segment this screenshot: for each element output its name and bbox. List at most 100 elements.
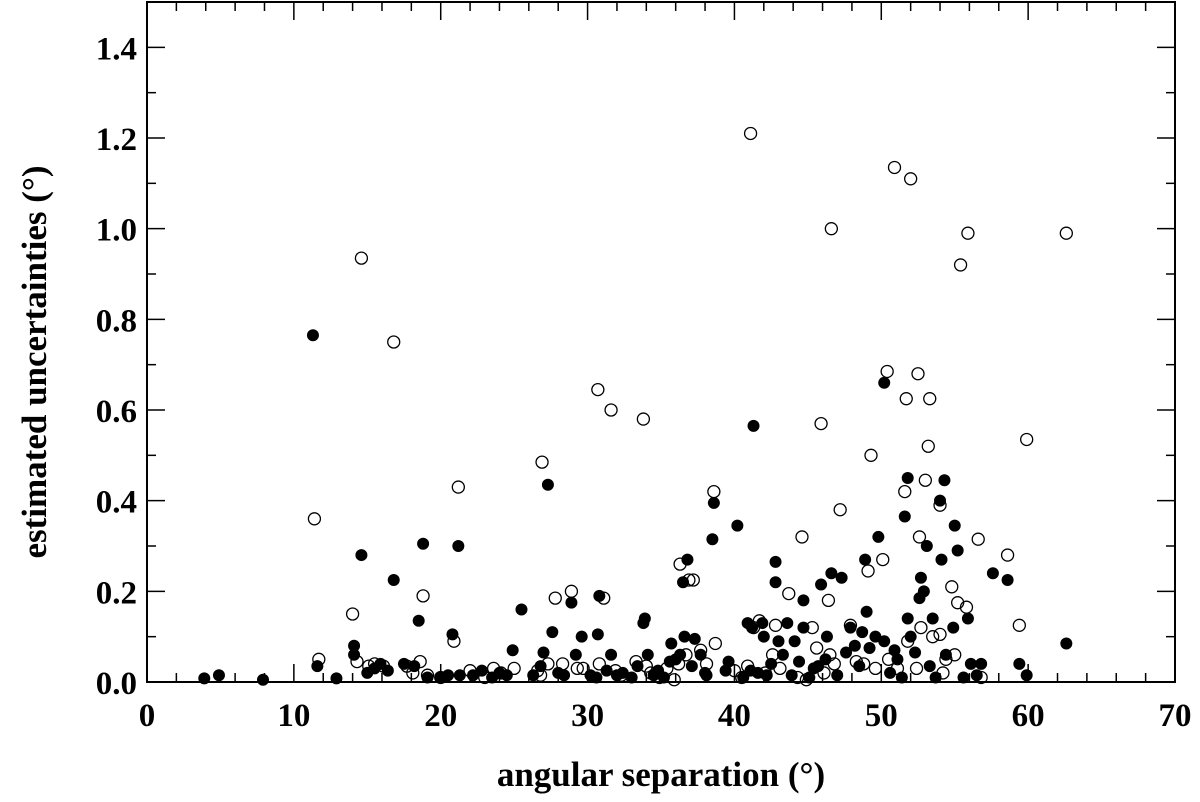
open-data-point	[814, 416, 828, 431]
plot-frame	[146, 1, 1176, 683]
filled-data-point	[453, 669, 466, 682]
filled-data-point	[760, 669, 773, 682]
y-tick-label: 0.6	[96, 394, 137, 430]
open-data-point	[535, 455, 549, 469]
filled-data-point	[772, 635, 785, 648]
filled-data-point	[534, 660, 547, 673]
filled-data-point	[765, 657, 778, 670]
open-data-point	[904, 172, 918, 186]
filled-data-point	[442, 669, 455, 682]
filled-data-point	[417, 537, 430, 550]
open-data-point	[923, 392, 937, 406]
filled-data-point	[625, 671, 638, 684]
filled-data-point	[970, 669, 983, 682]
filled-data-point	[212, 669, 225, 682]
open-data-point	[918, 473, 932, 487]
filled-data-point	[812, 660, 825, 673]
open-data-point	[451, 480, 465, 494]
open-data-point	[354, 251, 369, 265]
filled-data-point	[421, 671, 434, 684]
filled-data-point	[914, 571, 927, 584]
y-tick-label: 0.8	[96, 303, 137, 339]
open-data-point	[743, 126, 758, 141]
open-data-point	[971, 532, 985, 546]
x-tick-label: 20	[424, 698, 457, 734]
open-data-point	[880, 364, 894, 379]
filled-data-point	[769, 576, 782, 589]
filled-data-point	[917, 585, 930, 598]
open-data-point	[909, 661, 924, 676]
filled-data-point	[398, 657, 410, 670]
filled-data-point	[605, 648, 618, 661]
filled-data-point	[920, 540, 933, 552]
filled-data-point	[685, 660, 698, 673]
filled-data-point	[757, 630, 770, 643]
filled-data-point	[831, 669, 844, 682]
axis-tick-labels: 0 10 20 30 40 50 60 70 0.0 0.2 0.4 0.6 0.8 1.0 1.2 1.4	[96, 31, 1192, 734]
filled-data-point	[657, 671, 670, 684]
filled-data-point	[408, 660, 421, 673]
x-tick-label: 50	[865, 698, 898, 734]
filled-data-point	[815, 578, 828, 591]
filled-data-point	[722, 655, 735, 668]
filled-data-point	[412, 614, 425, 627]
filled-data-point	[948, 519, 961, 532]
filled-data-point	[929, 671, 942, 684]
filled-data-point	[848, 639, 861, 652]
filled-data-point	[731, 519, 744, 532]
filled-data-point	[819, 653, 832, 666]
x-axis-label: angular separation (°)	[497, 755, 825, 794]
filled-data-point	[575, 630, 588, 643]
open-data-point	[591, 382, 605, 397]
filled-data-point	[793, 655, 806, 668]
filled-data-point	[446, 628, 459, 641]
filled-data-point	[694, 648, 707, 661]
filled-data-point	[961, 612, 974, 625]
filled-data-point	[872, 530, 885, 543]
x-tick-label: 60	[1012, 698, 1045, 734]
open-data-point	[951, 596, 965, 610]
filled-data-point	[747, 419, 760, 432]
filled-data-point	[311, 660, 324, 673]
filled-data-point	[853, 660, 866, 673]
filled-data-point	[546, 626, 559, 639]
filled-data-point	[198, 672, 211, 685]
open-data-point	[507, 661, 521, 676]
open-data-point	[548, 591, 562, 605]
filled-data-point	[500, 669, 513, 682]
filled-data-point	[1020, 669, 1033, 682]
y-axis-label: estimated uncertainties (°)	[15, 165, 54, 558]
filled-data-point	[506, 644, 519, 657]
open-data-point	[570, 661, 584, 676]
filled-data-point	[935, 553, 948, 566]
filled-data-point	[820, 630, 833, 643]
open-data-point	[810, 641, 824, 655]
filled-data-point	[895, 671, 908, 684]
filled-data-point	[844, 621, 857, 634]
filled-data-point	[674, 648, 687, 661]
open-data-point	[864, 448, 878, 462]
filled-data-point	[986, 567, 999, 580]
open-data-point	[416, 589, 430, 603]
open-data-point	[887, 160, 902, 175]
filled-data-point	[452, 540, 465, 552]
filled-data-point	[835, 571, 848, 584]
y-tick-label: 1.4	[96, 31, 137, 67]
open-data-point	[564, 584, 579, 598]
filled-data-point	[756, 617, 769, 630]
filled-data-point	[537, 646, 550, 659]
filled-data-point	[891, 653, 904, 666]
filled-data-point	[355, 549, 368, 562]
filled-data-point	[1001, 574, 1014, 586]
filled-data-point	[863, 642, 876, 654]
open-data-point	[795, 530, 809, 544]
filled-data-point	[904, 630, 917, 643]
open-data-point	[576, 661, 590, 676]
filled-data-point	[951, 544, 964, 557]
filled-data-point	[707, 496, 720, 509]
open-data-point	[707, 484, 721, 499]
filled-data-point	[330, 672, 343, 685]
open-data-point	[898, 484, 912, 499]
axis-ticks	[146, 1, 1176, 683]
